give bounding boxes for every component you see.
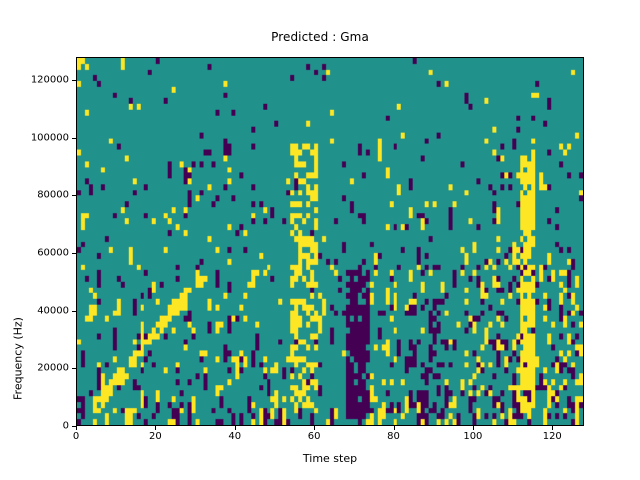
y-tick-label: 40000 xyxy=(37,305,69,317)
x-tick-mark xyxy=(155,426,157,430)
x-tick-label: 100 xyxy=(463,431,483,442)
y-tick-label: 120000 xyxy=(30,74,69,86)
y-axis-label-wrap: Frequency (Hz) xyxy=(8,161,28,400)
y-tick-mark xyxy=(72,426,76,427)
x-tick-label: 60 xyxy=(307,431,321,442)
x-tick-label: 80 xyxy=(387,431,400,442)
x-tick-label: 0 xyxy=(72,431,80,442)
x-tick-mark xyxy=(472,426,474,430)
y-tick-label: 60000 xyxy=(37,247,69,259)
x-tick-label: 120 xyxy=(542,431,562,442)
x-tick-mark xyxy=(314,426,316,430)
x-tick-mark xyxy=(393,426,395,430)
heatmap-image xyxy=(77,58,583,425)
y-tick-mark xyxy=(72,80,76,82)
x-axis-label: Time step xyxy=(302,452,358,465)
y-axis-label: Frequency (Hz) xyxy=(11,317,25,400)
y-tick-mark xyxy=(72,195,76,197)
x-tick-mark xyxy=(76,426,77,430)
heatmap-axes xyxy=(76,57,584,426)
y-tick-label: 20000 xyxy=(37,362,69,374)
y-tick-mark xyxy=(72,368,76,370)
x-tick-label: 40 xyxy=(228,431,242,442)
x-tick-mark xyxy=(234,426,236,430)
y-tick-mark xyxy=(72,310,76,312)
y-tick-label: 100000 xyxy=(30,132,69,144)
y-tick-mark xyxy=(72,253,76,255)
x-tick-label: 20 xyxy=(149,431,162,442)
y-tick-label: 80000 xyxy=(37,189,69,201)
chart-title: Predicted : Gma xyxy=(271,30,369,44)
x-tick-mark xyxy=(552,426,554,430)
y-tick-mark xyxy=(72,137,76,139)
y-tick-label: 0 xyxy=(62,420,69,432)
y-tick-labels: 0 20000 40000 60000 80000 100000 120000 xyxy=(0,0,69,480)
